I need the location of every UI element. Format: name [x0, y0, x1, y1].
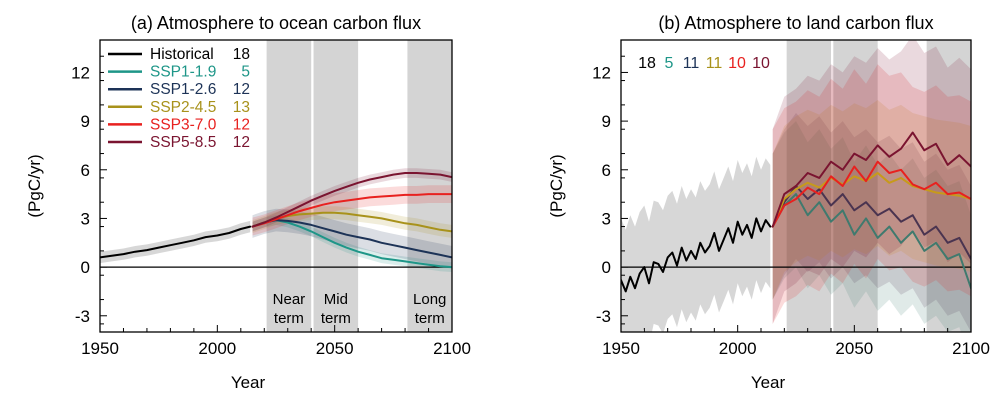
- band-ssp1-1-9: [252, 215, 452, 272]
- y-tick-label: 0: [602, 258, 611, 277]
- period-band: [266, 40, 312, 332]
- chart-title: (a) Atmosphere to ocean carbon flux: [131, 13, 421, 33]
- x-tick-label: 2100: [433, 339, 471, 358]
- legend-label: SSP2-4.5: [150, 99, 216, 116]
- legend-count: 12: [233, 81, 250, 98]
- period-band: [833, 40, 878, 332]
- band-ssp3-7-0: [772, 64, 971, 324]
- band-historical: [100, 220, 251, 264]
- period-band: [926, 40, 971, 332]
- period-label: term: [415, 310, 445, 327]
- legend-label: SSP5-8.5: [150, 134, 216, 151]
- y-tick-label: 9: [81, 112, 90, 131]
- period-band: [407, 40, 452, 332]
- legend-label: Historical: [150, 46, 214, 63]
- period-label: term: [274, 310, 304, 327]
- y-tick-label: -3: [75, 307, 90, 326]
- series-historical: [100, 225, 252, 259]
- y-tick-label: 0: [81, 258, 90, 277]
- x-tick-label: 2050: [316, 339, 354, 358]
- panel-ocean: 1950 2000 2050 2100 -3 0 3 6 9 12 (a) Atmosphere t…: [25, 13, 471, 392]
- chart-title: (b) Atmosphere to land carbon flux: [658, 13, 933, 33]
- series-ssp5-8-5: [771, 131, 971, 228]
- y-tick-label: -3: [596, 307, 611, 326]
- y-axis-label: (PgC/yr): [25, 154, 44, 217]
- y-tick-label: 6: [602, 161, 611, 180]
- legend-label: SSP3-7.0: [150, 116, 217, 133]
- y-tick-label: 6: [81, 161, 90, 180]
- model-count: 11: [706, 55, 723, 72]
- y-tick-label: 9: [602, 112, 611, 131]
- legend-label: SSP1-1.9: [150, 64, 216, 81]
- x-tick-label: 1950: [81, 339, 119, 358]
- y-axis-label: (PgC/yr): [547, 154, 566, 217]
- series-ssp3-7-0: [251, 193, 452, 228]
- y-tick-label: 3: [602, 209, 611, 228]
- x-tick-label: 1950: [602, 339, 640, 358]
- series-historical: [621, 217, 772, 293]
- period-label: Mid: [324, 291, 348, 308]
- series-ssp1-1-9: [251, 219, 452, 269]
- x-tick-label: 2000: [198, 339, 236, 358]
- series-ssp1-2-6: [771, 185, 971, 260]
- x-axis-label: Year: [751, 373, 786, 392]
- band-ssp3-7-0: [252, 185, 452, 236]
- y-tick-label: 3: [81, 209, 90, 228]
- x-axis-label: Year: [231, 373, 266, 392]
- model-count: 18: [638, 55, 656, 72]
- series-ssp3-7-0: [771, 160, 971, 228]
- axes-frame: [620, 39, 972, 333]
- x-tick-label: 2000: [719, 339, 757, 358]
- panel-land: 1950 2000 2050 2100 -3 0 3 6 9 12 (b) Atmosphere t…: [547, 13, 990, 392]
- model-count: 10: [728, 55, 746, 72]
- plot-area: [621, 40, 971, 332]
- y-tick-label: 12: [71, 63, 90, 82]
- axes-frame: [99, 39, 453, 333]
- x-tick-label: 2100: [952, 339, 990, 358]
- y-tick-label: 12: [592, 63, 611, 82]
- band-historical: [621, 156, 771, 332]
- series-ssp2-4-5: [771, 172, 971, 228]
- model-count: 10: [752, 55, 770, 72]
- legend-box: [104, 44, 252, 156]
- legend-label: SSP1-2.6: [150, 81, 216, 98]
- series-ssp1-1-9: [771, 193, 971, 290]
- model-count: 5: [665, 55, 674, 72]
- legend-count: 12: [233, 134, 250, 151]
- band-ssp2-4-5: [772, 100, 971, 300]
- period-label: Near: [273, 291, 306, 308]
- model-counts: 18 5 11 11 10 10: [638, 55, 770, 72]
- legend-count: 13: [233, 99, 250, 116]
- legend-count: 18: [233, 46, 250, 63]
- series-ssp1-2-6: [251, 219, 452, 259]
- x-tick-label: 2050: [835, 339, 873, 358]
- band-ssp5-8-5: [772, 40, 971, 324]
- model-count: 11: [683, 55, 700, 72]
- legend-count: 12: [233, 116, 250, 133]
- period-label: term: [321, 310, 351, 327]
- legend: Historical 18 SSP1-1.9 5 SSP1-2.6 12 SSP2-4.5 1…: [104, 44, 252, 156]
- series-ssp5-8-5: [251, 172, 452, 228]
- band-ssp1-2-6: [772, 113, 971, 332]
- period-label: Long: [413, 291, 446, 308]
- plot-area: [100, 40, 452, 332]
- legend-count: 5: [241, 64, 250, 81]
